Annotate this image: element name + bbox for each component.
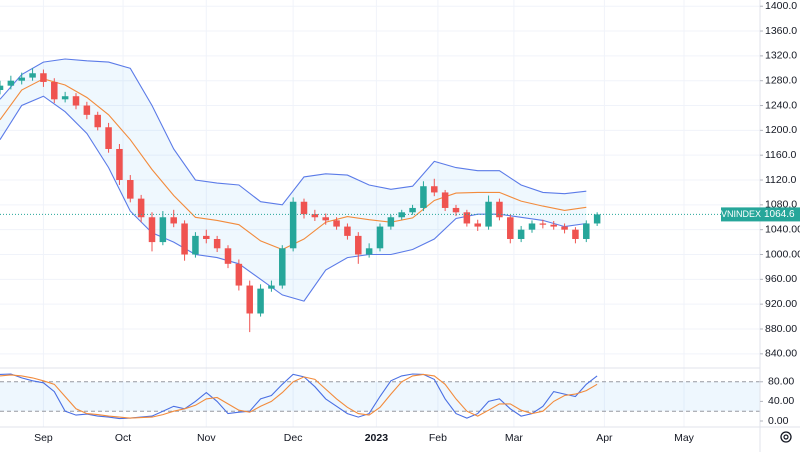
candle-body	[452, 207, 460, 213]
candle-body	[409, 207, 416, 213]
y-tick-label: 1360.0	[765, 25, 797, 37]
candle-body	[376, 226, 384, 249]
candle-body	[137, 198, 145, 218]
y-tick-label: 1280.0	[765, 74, 797, 86]
candle-body	[517, 229, 525, 239]
candle-body	[311, 214, 319, 218]
x-tick-label: Oct	[115, 432, 131, 444]
y-tick-label: 880.00	[765, 323, 797, 335]
y-tick-label: 960.00	[765, 273, 797, 285]
candle-body	[496, 201, 503, 218]
candle-body	[279, 248, 286, 286]
y-tick-label: 1000.00	[765, 248, 800, 260]
y-tick-label: 1040.00	[765, 223, 800, 235]
candle-body	[474, 223, 481, 227]
y-tick-label: 80.00	[768, 376, 794, 388]
candle-body	[83, 105, 91, 115]
gear-icon	[780, 431, 792, 443]
candle-body	[257, 288, 264, 314]
x-tick-label: Mar	[505, 432, 524, 444]
candle-body	[561, 226, 568, 230]
candle-body	[365, 248, 373, 255]
candle-body	[148, 217, 156, 243]
candle-body	[181, 223, 188, 255]
candle-body	[105, 127, 112, 149]
candle-body	[550, 224, 557, 227]
candle-body	[528, 223, 536, 230]
candle-body	[572, 229, 579, 239]
stoch-line	[0, 373, 598, 419]
candle-body	[268, 285, 275, 289]
y-tick-label: 1120.0	[765, 174, 796, 186]
y-tick-label: 1400.0	[765, 0, 797, 12]
x-tick-label: Dec	[284, 432, 303, 444]
candle-body	[431, 186, 438, 193]
candle-body	[344, 226, 351, 236]
candle-body	[539, 223, 547, 225]
candle-body	[203, 235, 210, 239]
candle-body	[246, 285, 253, 314]
candle-body	[463, 212, 471, 224]
candle-body	[40, 73, 47, 82]
candle-body	[398, 212, 405, 218]
candle-body	[224, 248, 232, 264]
candle-body	[51, 81, 58, 100]
candle-body	[29, 73, 36, 78]
candle-body	[116, 148, 123, 181]
x-tick-label: 2023	[365, 432, 389, 444]
candle-body	[0, 85, 4, 91]
candle-body	[583, 223, 590, 239]
grid	[0, 0, 760, 427]
y-tick-label: 1200.0	[765, 124, 797, 136]
candle-body	[61, 96, 69, 100]
candle-body	[18, 77, 25, 81]
candle-body	[441, 192, 449, 208]
candle-body	[213, 238, 221, 249]
price-label-bg	[761, 207, 800, 222]
candle-body	[355, 235, 362, 255]
candle-body	[289, 201, 297, 249]
x-tick-label: Nov	[197, 432, 216, 444]
candle-body	[235, 263, 243, 286]
x-tick-label: Apr	[596, 432, 613, 444]
candle-body	[420, 186, 427, 208]
candle-body	[192, 235, 199, 255]
y-tick-label: 1240.0	[765, 99, 797, 111]
x-tick-label: Feb	[429, 432, 447, 444]
candle-body	[333, 220, 340, 227]
y-tick-label: 40.00	[768, 395, 794, 407]
candle-body	[593, 214, 601, 224]
settings-button[interactable]	[780, 431, 792, 443]
y-tick-label: 1160.0	[765, 149, 796, 161]
candle-body	[507, 217, 514, 239]
candle-body	[170, 217, 177, 224]
candle-body	[7, 80, 15, 86]
band-upper	[0, 58, 587, 206]
band-fill	[0, 59, 587, 302]
stoch-line	[0, 373, 598, 420]
gear-hub	[783, 434, 789, 440]
y-tick-label: 1320.0	[765, 50, 797, 62]
candle-body	[322, 217, 329, 221]
axes: Sep Oct Nov Dec 2023 Feb Mar Apr May 1400.0 1360.0…	[34, 0, 800, 444]
candle-body	[72, 96, 80, 106]
y-tick-label: 920.00	[765, 298, 797, 310]
x-tick-label: Sep	[34, 432, 53, 444]
x-tick-label: May	[674, 432, 695, 444]
candle-body	[485, 201, 492, 227]
y-tick-label: 840.00	[765, 348, 797, 360]
candle-body	[159, 217, 167, 243]
symbol-label-bg	[721, 207, 761, 222]
candle-body	[94, 114, 101, 128]
symbol-label: VNINDEX	[721, 209, 761, 219]
y-tick-label: 0.00	[768, 415, 789, 427]
candle-body	[387, 217, 395, 227]
price-label: 1064.6	[764, 209, 795, 220]
plot-area	[0, 58, 760, 420]
candle-body	[127, 180, 134, 199]
candle-body	[300, 201, 308, 215]
